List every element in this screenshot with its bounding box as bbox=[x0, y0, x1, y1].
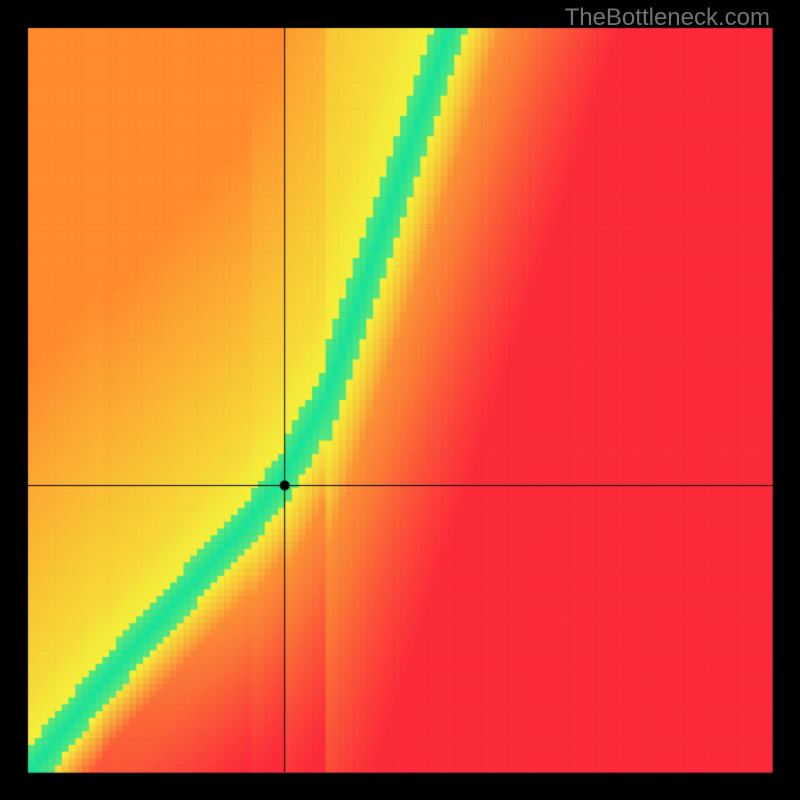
watermark-text: TheBottleneck.com bbox=[565, 4, 770, 32]
chart-frame: TheBottleneck.com bbox=[0, 0, 800, 800]
bottleneck-heatmap bbox=[0, 0, 800, 800]
